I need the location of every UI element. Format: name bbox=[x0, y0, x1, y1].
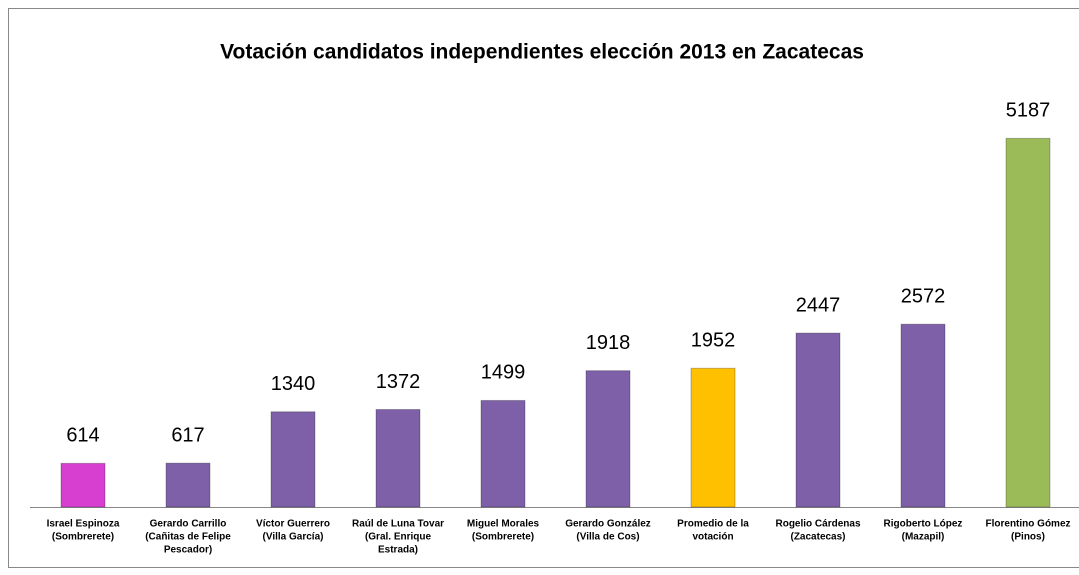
value-label: 1372 bbox=[376, 371, 421, 393]
x-tick-label: Israel Espinoza bbox=[47, 519, 120, 530]
x-tick-label: Promedio de la bbox=[677, 519, 749, 530]
x-tick-label: Rogelio Cárdenas bbox=[775, 519, 860, 530]
x-tick-label: (Cañitas de Felipe bbox=[145, 532, 231, 543]
x-tick-label: Pescador) bbox=[164, 545, 212, 556]
bar bbox=[585, 370, 631, 508]
x-tick-label: Rigoberto López bbox=[884, 519, 963, 530]
chart-frame bbox=[8, 8, 1079, 568]
bar bbox=[900, 323, 946, 508]
value-label: 2572 bbox=[901, 285, 946, 307]
value-label: 1340 bbox=[271, 373, 316, 395]
x-tick-label: (Sombrerete) bbox=[52, 532, 114, 543]
x-tick-label: Raúl de Luna Tovar bbox=[352, 519, 444, 530]
x-tick-label: Gerardo González bbox=[565, 519, 651, 530]
value-label: 617 bbox=[171, 424, 204, 446]
x-tick-label: Estrada) bbox=[378, 545, 418, 556]
bar bbox=[270, 411, 316, 508]
value-label: 1952 bbox=[691, 330, 736, 352]
x-tick-label: Florentino Gómez bbox=[986, 519, 1071, 530]
x-tick-label: (Gral. Enrique bbox=[365, 532, 432, 543]
bar bbox=[60, 462, 106, 508]
value-label: 1918 bbox=[586, 332, 631, 354]
bar bbox=[165, 462, 211, 508]
value-label: 614 bbox=[66, 425, 99, 447]
x-tick-label: Gerardo Carrillo bbox=[150, 519, 227, 530]
bar bbox=[1005, 137, 1051, 508]
x-tick-label: votación bbox=[692, 532, 733, 543]
x-tick-label: Víctor Guerrero bbox=[256, 519, 330, 530]
x-tick-label: (Zacatecas) bbox=[790, 532, 845, 543]
value-label: 5187 bbox=[1006, 100, 1051, 122]
x-tick-label: (Villa de Cos) bbox=[576, 532, 639, 543]
bar bbox=[795, 332, 841, 508]
bar bbox=[375, 408, 421, 508]
x-tick-label: (Mazapil) bbox=[902, 532, 945, 543]
chart-title: Votación candidatos independientes elecc… bbox=[220, 41, 864, 64]
bar bbox=[690, 367, 736, 508]
bar bbox=[480, 399, 526, 508]
x-tick-label: (Sombrerete) bbox=[472, 532, 534, 543]
value-label: 1499 bbox=[481, 362, 526, 384]
x-tick-label: (Villa García) bbox=[263, 532, 324, 543]
x-tick-label: (Pinos) bbox=[1011, 532, 1045, 543]
value-label: 2447 bbox=[796, 294, 841, 316]
x-tick-label: Miguel Morales bbox=[467, 519, 540, 530]
